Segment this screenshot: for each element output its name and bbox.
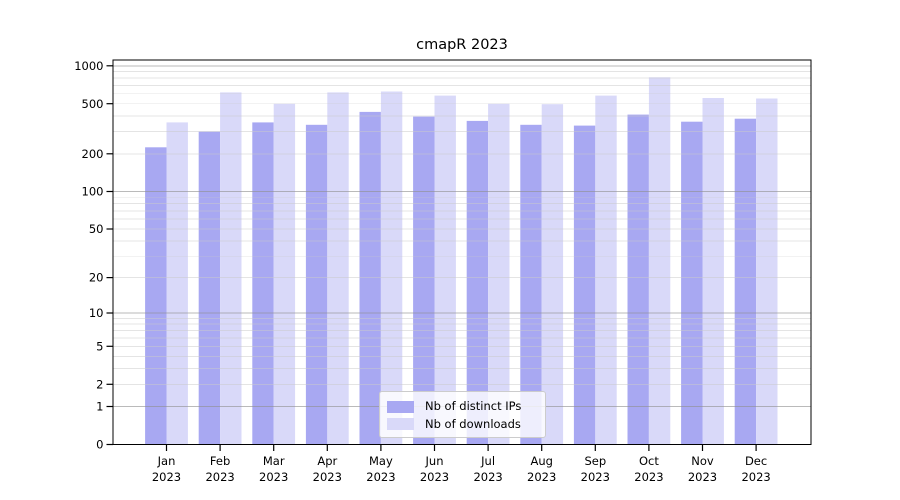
- x-tick-label-month: Mar: [263, 454, 285, 468]
- legend-item-distinct-ips: Nb of distinct IPs: [387, 398, 539, 416]
- x-tick-label-month: Nov: [691, 454, 714, 468]
- x-tick-label-month: Jun: [425, 454, 444, 468]
- bar-downloads-sep: [595, 95, 617, 445]
- bar-downloads-jun: [434, 95, 456, 445]
- x-tick-label-year: 2023: [366, 470, 395, 484]
- x-tick-label-month: Apr: [317, 454, 337, 468]
- y-tick-label: 1000: [74, 59, 103, 73]
- x-tick-label-year: 2023: [313, 470, 342, 484]
- bar-distinct-ips-mar: [252, 122, 274, 445]
- bar-downloads-jul: [488, 103, 510, 445]
- y-tick-label: 100: [82, 185, 104, 199]
- y-tick-label: 50: [89, 222, 104, 236]
- bar-downloads-oct: [648, 77, 671, 445]
- y-tick-label: 1: [96, 400, 103, 414]
- x-tick-label-year: 2023: [741, 470, 770, 484]
- x-tick-label-year: 2023: [420, 470, 449, 484]
- bar-distinct-ips-may: [359, 111, 381, 445]
- chart-title: cmapR 2023: [416, 37, 508, 53]
- y-axis: 0 1 2 5 10 20 50 100 200 500 1000: [74, 59, 113, 452]
- legend-swatch-distinct-ips: [387, 400, 414, 413]
- y-tick-label: 20: [89, 271, 104, 285]
- bar-distinct-ips-apr: [305, 124, 328, 445]
- x-tick-label-year: 2023: [205, 470, 234, 484]
- gridlines: [113, 65, 811, 407]
- y-tick-label: 200: [82, 147, 104, 161]
- x-tick-label-month: Sep: [584, 454, 606, 468]
- bar-distinct-ips-jun: [413, 116, 435, 445]
- legend-item-downloads: Nb of downloads: [387, 416, 539, 434]
- bar-downloads-nov: [702, 98, 724, 445]
- bar-downloads-mar: [273, 103, 296, 445]
- bar-distinct-ips-nov: [681, 121, 703, 445]
- bars-group: [145, 77, 778, 445]
- bar-downloads-feb: [220, 92, 242, 445]
- x-tick-label-month: Dec: [745, 454, 767, 468]
- y-tick-label: 0: [96, 438, 103, 452]
- x-tick-label-month: Oct: [639, 454, 659, 468]
- legend-swatch-downloads: [387, 418, 414, 431]
- x-tick-label-year: 2023: [473, 470, 502, 484]
- bar-downloads-aug: [541, 104, 564, 445]
- bar-distinct-ips-aug: [520, 124, 542, 445]
- bar-distinct-ips-oct: [627, 114, 649, 445]
- legend-label-downloads: Nb of downloads: [425, 416, 521, 431]
- x-tick-label-year: 2023: [634, 470, 663, 484]
- bar-downloads-dec: [756, 98, 778, 445]
- x-tick-label-month: Jan: [157, 454, 176, 468]
- bar-downloads-jan: [166, 122, 188, 445]
- bar-distinct-ips-feb: [198, 131, 221, 445]
- plot-border: [112, 59, 812, 446]
- x-tick-label-month: Aug: [530, 454, 552, 468]
- x-tick-label-month: Jul: [480, 454, 495, 468]
- y-tick-label: 10: [89, 306, 104, 320]
- bar-distinct-ips-jan: [145, 147, 167, 445]
- legend-label-distinct-ips: Nb of distinct IPs: [425, 399, 522, 413]
- bar-downloads-apr: [327, 92, 349, 445]
- x-tick-label-year: 2023: [527, 470, 556, 484]
- x-tick-label-month: Feb: [210, 454, 230, 468]
- x-tick-label-year: 2023: [259, 470, 288, 484]
- x-tick-label-year: 2023: [152, 470, 181, 484]
- x-tick-label-month: May: [369, 454, 393, 468]
- y-tick-label: 500: [82, 97, 104, 111]
- bar-distinct-ips-dec: [734, 118, 757, 445]
- legend: Nb of distinct IPs Nb of downloads: [379, 391, 546, 438]
- x-axis: Jan 2023 Feb 2023 Mar 2023 Apr 2023 May 2023 Jun 20…: [152, 444, 771, 484]
- x-tick-label-year: 2023: [688, 470, 717, 484]
- x-tick-label-year: 2023: [581, 470, 610, 484]
- y-tick-label: 2: [96, 377, 103, 391]
- bar-distinct-ips-jul: [466, 120, 489, 445]
- y-tick-label: 5: [96, 339, 103, 353]
- bar-distinct-ips-sep: [573, 125, 596, 445]
